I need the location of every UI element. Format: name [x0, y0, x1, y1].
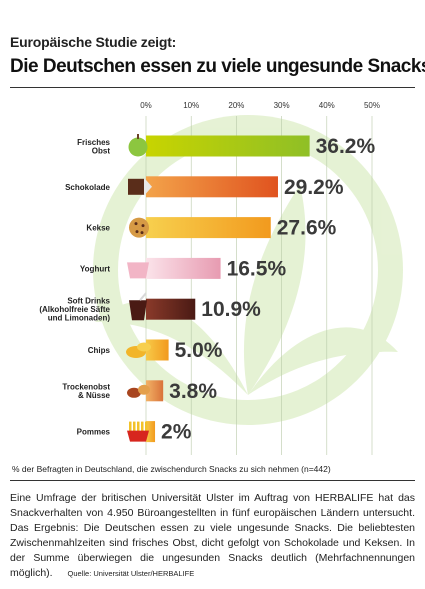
bar	[146, 176, 278, 198]
category-label: Frisches	[77, 138, 110, 147]
nuts-icon	[127, 384, 150, 398]
x-tick-label: 0%	[140, 101, 152, 110]
bar-row: Yoghurt 16.5%	[80, 257, 287, 280]
x-tick-label: 50%	[364, 101, 380, 110]
value-label: 29.2%	[284, 176, 344, 199]
bottom-divider	[10, 480, 415, 481]
category-label: Kekse	[86, 224, 110, 233]
value-label: 3.8%	[169, 380, 217, 403]
value-label: 36.2%	[316, 135, 376, 158]
category-label: Yoghurt	[80, 264, 110, 273]
body-text: Eine Umfrage der britischen Universität …	[10, 491, 415, 581]
soft-drink-icon	[129, 292, 147, 321]
chart-footnote: % der Befragten in Deutschland, die zwis…	[12, 464, 331, 474]
bar	[146, 339, 169, 361]
category-label: (Alkoholfreie Säfte	[39, 305, 110, 314]
value-label: 2%	[161, 421, 192, 444]
body-paragraph: Eine Umfrage der britischen Universität …	[10, 492, 415, 579]
bar	[146, 380, 164, 402]
category-label: & Nüsse	[78, 391, 111, 400]
x-tick-label: 20%	[228, 101, 244, 110]
bar	[146, 135, 310, 157]
category-label: Chips	[88, 346, 111, 355]
bar-row: Pommes 2%	[77, 421, 192, 444]
category-label: und Limonaden)	[48, 314, 111, 323]
category-label: Obst	[92, 146, 111, 155]
source-credit: Quelle: Universität Ulster/HERBALIFE	[67, 569, 195, 578]
cookie-icon	[129, 217, 149, 238]
category-label: Pommes	[77, 428, 111, 437]
x-tick-label: 10%	[183, 101, 199, 110]
chips-icon	[126, 342, 151, 358]
x-tick-label: 30%	[274, 101, 290, 110]
chocolate-icon	[128, 177, 152, 196]
fries-icon	[127, 421, 149, 442]
page-title: Die Deutschen essen zu viele ungesunde S…	[10, 56, 425, 77]
bar-row: Schokolade 29.2%	[65, 176, 344, 199]
bar	[146, 217, 271, 239]
bar	[146, 421, 156, 443]
value-label: 10.9%	[201, 298, 261, 321]
apple-icon	[128, 134, 148, 157]
x-tick-label: 40%	[319, 101, 335, 110]
value-label: 5.0%	[175, 339, 223, 362]
top-divider	[10, 87, 415, 88]
value-label: 27.6%	[277, 217, 337, 240]
bar-row: Chips 5.0%	[88, 339, 223, 362]
bar	[146, 298, 196, 320]
yoghurt-icon	[127, 262, 149, 279]
bar-row: Trockenobst& Nüsse 3.8%	[62, 380, 217, 403]
bar	[146, 257, 221, 279]
kicker: Europäische Studie zeigt:	[10, 34, 177, 50]
bar-row: Kekse 27.6%	[86, 217, 336, 240]
value-label: 16.5%	[227, 257, 287, 280]
category-label: Schokolade	[65, 183, 110, 192]
category-label: Soft Drinks	[67, 297, 110, 306]
category-label: Trockenobst	[62, 383, 110, 392]
